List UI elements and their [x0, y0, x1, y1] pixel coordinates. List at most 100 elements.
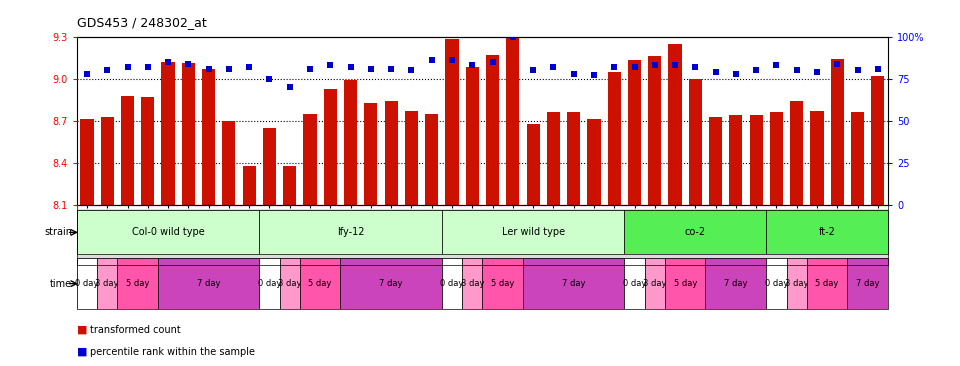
Bar	[567, 112, 580, 205]
Bar	[624, 258, 645, 309]
Point	[242, 64, 257, 70]
Bar	[405, 111, 418, 205]
Bar	[303, 114, 317, 205]
Text: 3 day: 3 day	[95, 279, 119, 288]
Bar	[462, 258, 483, 309]
Bar	[483, 258, 523, 309]
Bar	[628, 60, 641, 205]
Point	[809, 69, 825, 75]
Text: 5 day: 5 day	[491, 279, 515, 288]
Point	[100, 67, 115, 73]
Point	[829, 61, 845, 67]
Text: percentile rank within the sample: percentile rank within the sample	[90, 347, 255, 357]
Bar	[688, 79, 702, 205]
Text: ■: ■	[77, 347, 87, 357]
Bar	[161, 62, 175, 205]
Point	[160, 59, 176, 65]
Point	[343, 64, 358, 70]
Text: 3 day: 3 day	[278, 279, 301, 288]
Bar	[730, 115, 742, 205]
Text: strain: strain	[44, 227, 72, 238]
Text: 0 day: 0 day	[765, 279, 788, 288]
Bar	[283, 166, 297, 205]
Point	[525, 67, 540, 73]
Point	[545, 64, 561, 70]
Point	[465, 62, 480, 68]
Bar	[486, 55, 499, 205]
Text: lfy-12: lfy-12	[337, 227, 365, 238]
Text: 7 day: 7 day	[379, 279, 403, 288]
Point	[140, 64, 156, 70]
Point	[302, 66, 318, 71]
Bar	[668, 44, 682, 205]
Bar	[830, 59, 844, 205]
Point	[424, 57, 440, 63]
Bar	[385, 101, 397, 205]
Bar	[608, 72, 621, 205]
Text: 0 day: 0 day	[258, 279, 281, 288]
Bar	[181, 63, 195, 205]
Bar	[141, 97, 155, 205]
Bar	[121, 96, 134, 205]
Bar	[766, 258, 786, 309]
Bar	[324, 89, 337, 205]
Point	[789, 67, 804, 73]
Text: 7 day: 7 day	[724, 279, 748, 288]
Bar	[117, 258, 157, 309]
Bar	[588, 119, 601, 205]
Text: transformed count: transformed count	[90, 325, 181, 335]
Point	[607, 64, 622, 70]
Bar	[259, 210, 442, 254]
Bar	[810, 111, 824, 205]
Bar	[547, 112, 560, 205]
Bar	[709, 116, 722, 205]
Text: 7 day: 7 day	[562, 279, 586, 288]
Text: 0 day: 0 day	[75, 279, 99, 288]
Bar	[425, 114, 439, 205]
Point	[323, 62, 338, 68]
Text: 5 day: 5 day	[126, 279, 150, 288]
Text: 3 day: 3 day	[785, 279, 808, 288]
Bar	[442, 210, 624, 254]
Point	[729, 71, 744, 76]
Bar	[665, 258, 706, 309]
Point	[708, 69, 723, 75]
Bar	[202, 69, 215, 205]
Bar	[770, 112, 783, 205]
Bar	[645, 258, 665, 309]
Bar	[97, 258, 117, 309]
Bar	[523, 258, 624, 309]
Point	[262, 76, 277, 82]
Bar	[445, 40, 459, 205]
Text: 7 day: 7 day	[197, 279, 221, 288]
Bar	[848, 258, 888, 309]
Bar	[766, 210, 888, 254]
Bar	[81, 119, 93, 205]
Bar	[442, 258, 462, 309]
Text: Col-0 wild type: Col-0 wild type	[132, 227, 204, 238]
Bar	[259, 258, 279, 309]
Bar	[466, 67, 479, 205]
Bar	[263, 128, 276, 205]
Bar	[786, 258, 806, 309]
Point	[505, 34, 520, 40]
Point	[870, 66, 885, 71]
Point	[180, 61, 196, 67]
Point	[647, 62, 662, 68]
Text: 7 day: 7 day	[856, 279, 879, 288]
Bar	[77, 210, 259, 254]
Text: 0 day: 0 day	[623, 279, 646, 288]
Bar	[526, 124, 540, 205]
Text: Ler wild type: Ler wild type	[501, 227, 564, 238]
Text: 0 day: 0 day	[441, 279, 464, 288]
Bar	[300, 258, 341, 309]
Point	[587, 72, 602, 78]
Point	[201, 66, 216, 71]
Bar	[648, 56, 661, 205]
Bar	[872, 76, 884, 205]
Text: co-2: co-2	[684, 227, 706, 238]
Point	[221, 66, 236, 71]
Bar	[750, 115, 763, 205]
Point	[80, 71, 95, 76]
Point	[120, 64, 135, 70]
